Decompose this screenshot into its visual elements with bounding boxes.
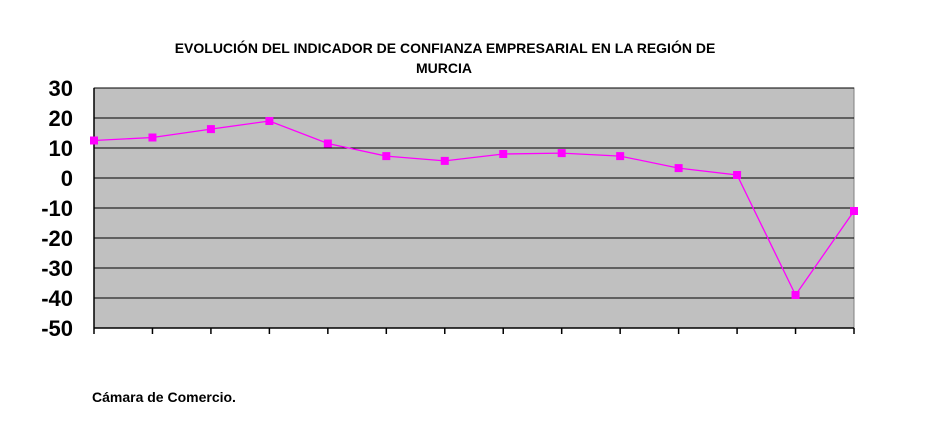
y-tick-label: -50 [41,316,73,341]
y-tick-label: 10 [49,136,73,161]
chart-title-line-2: MURCIA [416,60,472,76]
data-point [499,150,508,158]
data-point [557,149,566,158]
data-point [323,139,332,148]
y-tick-label: 20 [49,106,73,131]
x-axis-tick-labels [93,328,855,334]
y-tick-label: 0 [61,166,73,191]
y-tick-label: -40 [41,286,73,311]
data-point [90,136,98,145]
data-point [733,171,742,179]
data-point [382,152,391,161]
data-point [850,207,858,215]
data-point [616,152,625,161]
data-point [674,164,683,173]
chart-title-line-1: EVOLUCIÓN DEL INDICADOR DE CONFIANZA EMP… [175,39,716,56]
series-group [90,117,858,299]
y-tick-label: -30 [41,256,73,281]
data-point [206,125,215,134]
data-point [148,133,157,142]
data-point [791,291,800,299]
axes [93,88,854,329]
series-line [93,120,855,297]
y-tick-label: -20 [41,226,73,251]
data-point [440,156,449,165]
y-axis-tick-labels: 30 20 10 0 -10 -20 -30 -40 -50 [41,76,73,341]
data-point [265,117,274,125]
y-tick-label: -10 [41,196,73,221]
y-tick-label: 30 [49,76,73,101]
source-note: Cámara de Comercio. [92,389,236,405]
